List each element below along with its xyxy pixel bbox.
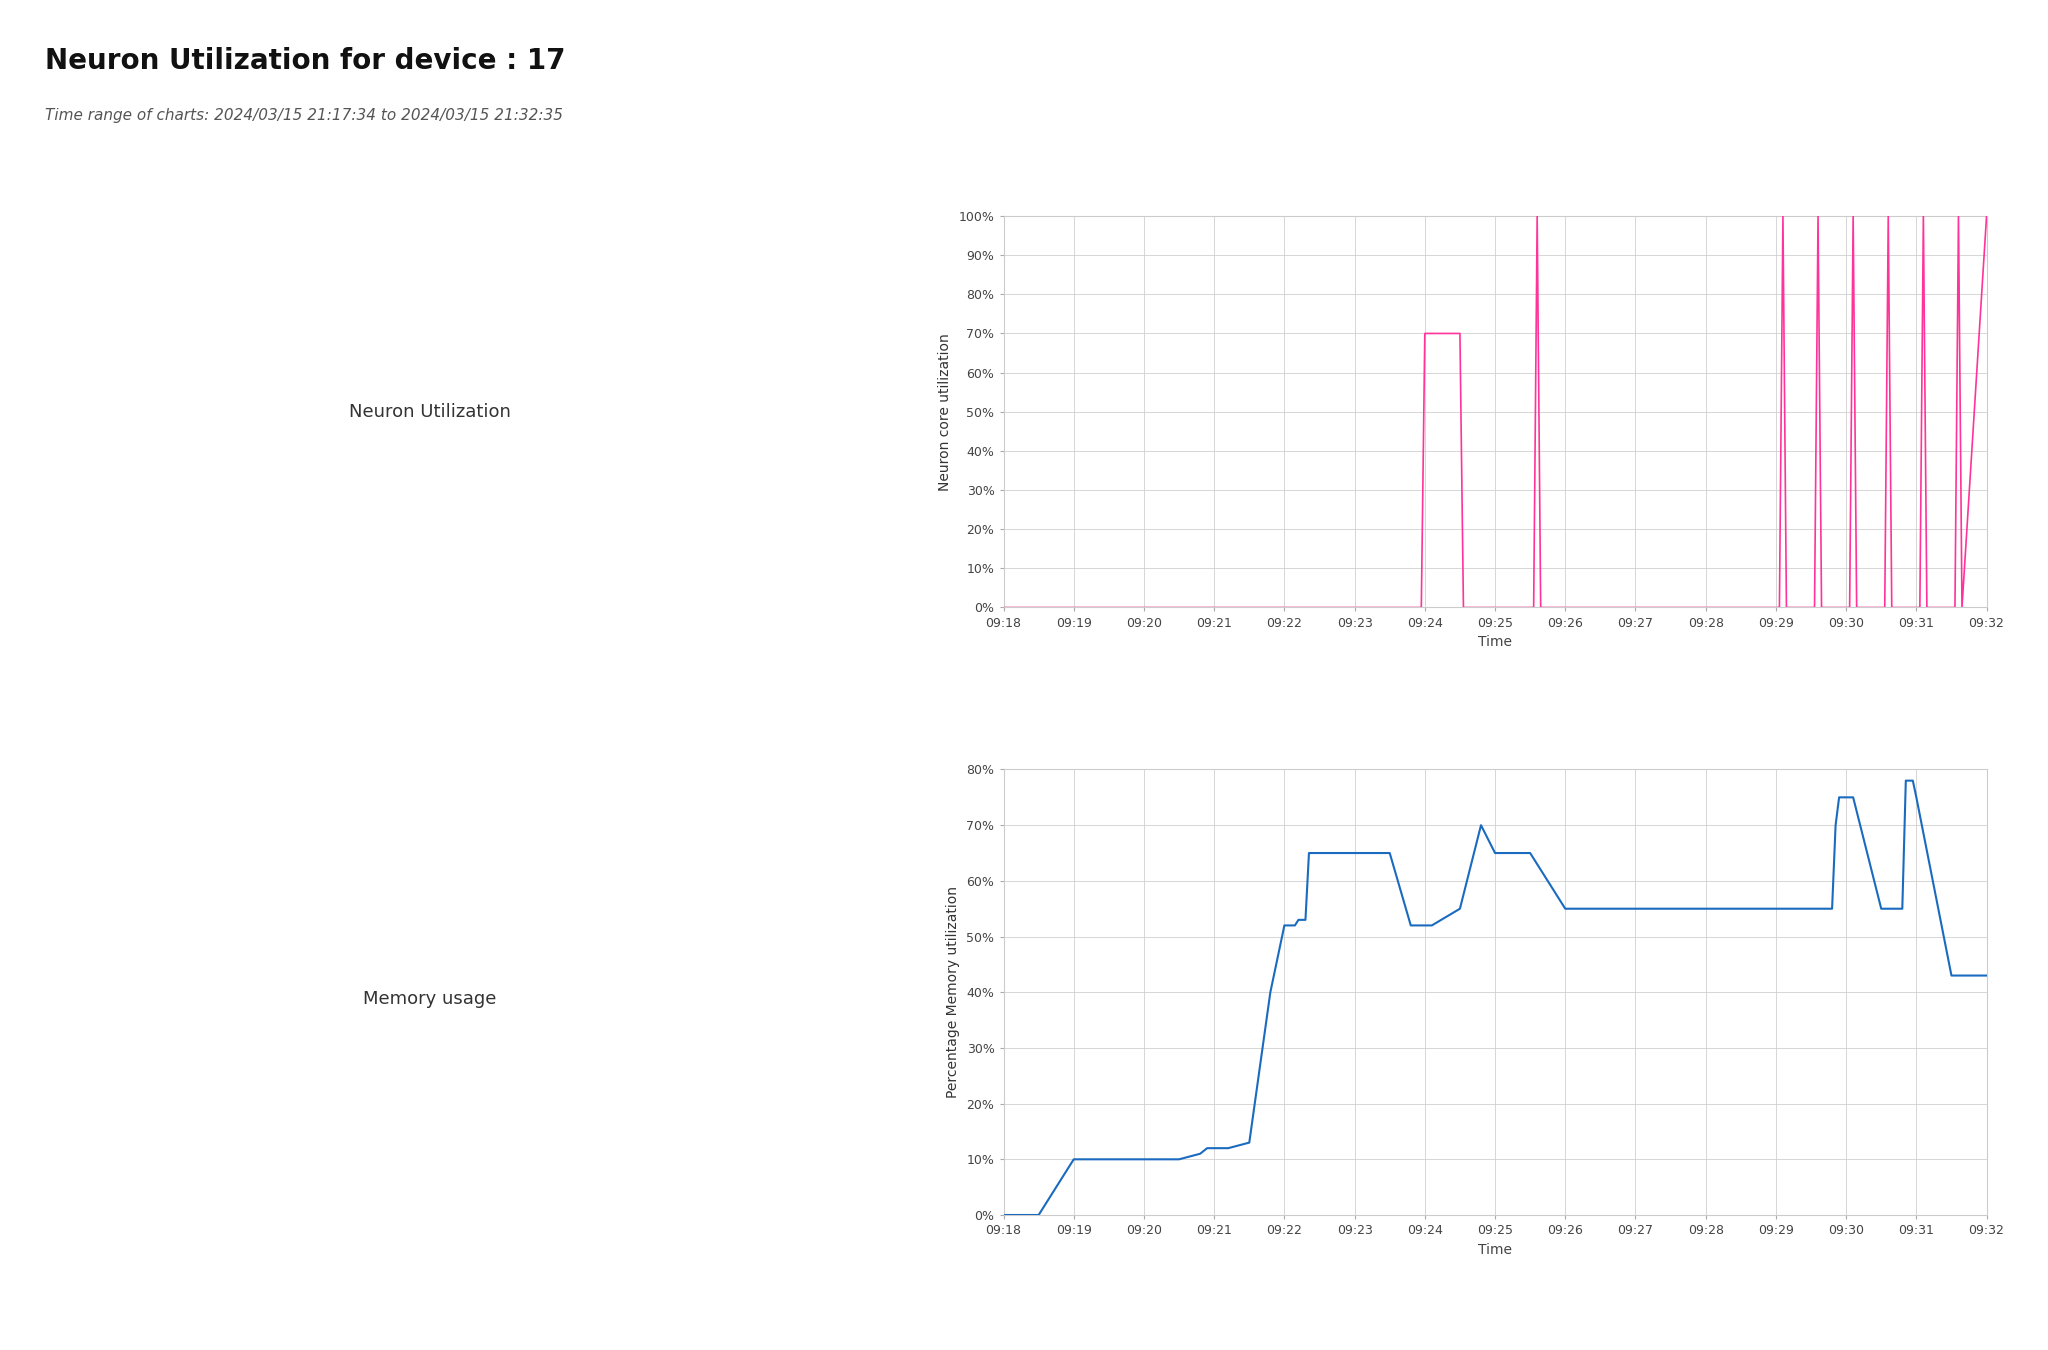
X-axis label: Time: Time bbox=[1479, 634, 1511, 649]
Text: Neuron Utilization for device : 17: Neuron Utilization for device : 17 bbox=[45, 47, 565, 76]
X-axis label: Time: Time bbox=[1479, 1242, 1511, 1257]
Y-axis label: Neuron core utilization: Neuron core utilization bbox=[938, 333, 952, 490]
Text: Time range of charts: 2024/03/15 21:17:34 to 2024/03/15 21:32:35: Time range of charts: 2024/03/15 21:17:3… bbox=[45, 108, 563, 123]
Text: Memory usage: Memory usage bbox=[362, 990, 498, 1008]
Text: Neuron Utilization: Neuron Utilization bbox=[348, 402, 512, 421]
Y-axis label: Percentage Memory utilization: Percentage Memory utilization bbox=[946, 886, 961, 1099]
